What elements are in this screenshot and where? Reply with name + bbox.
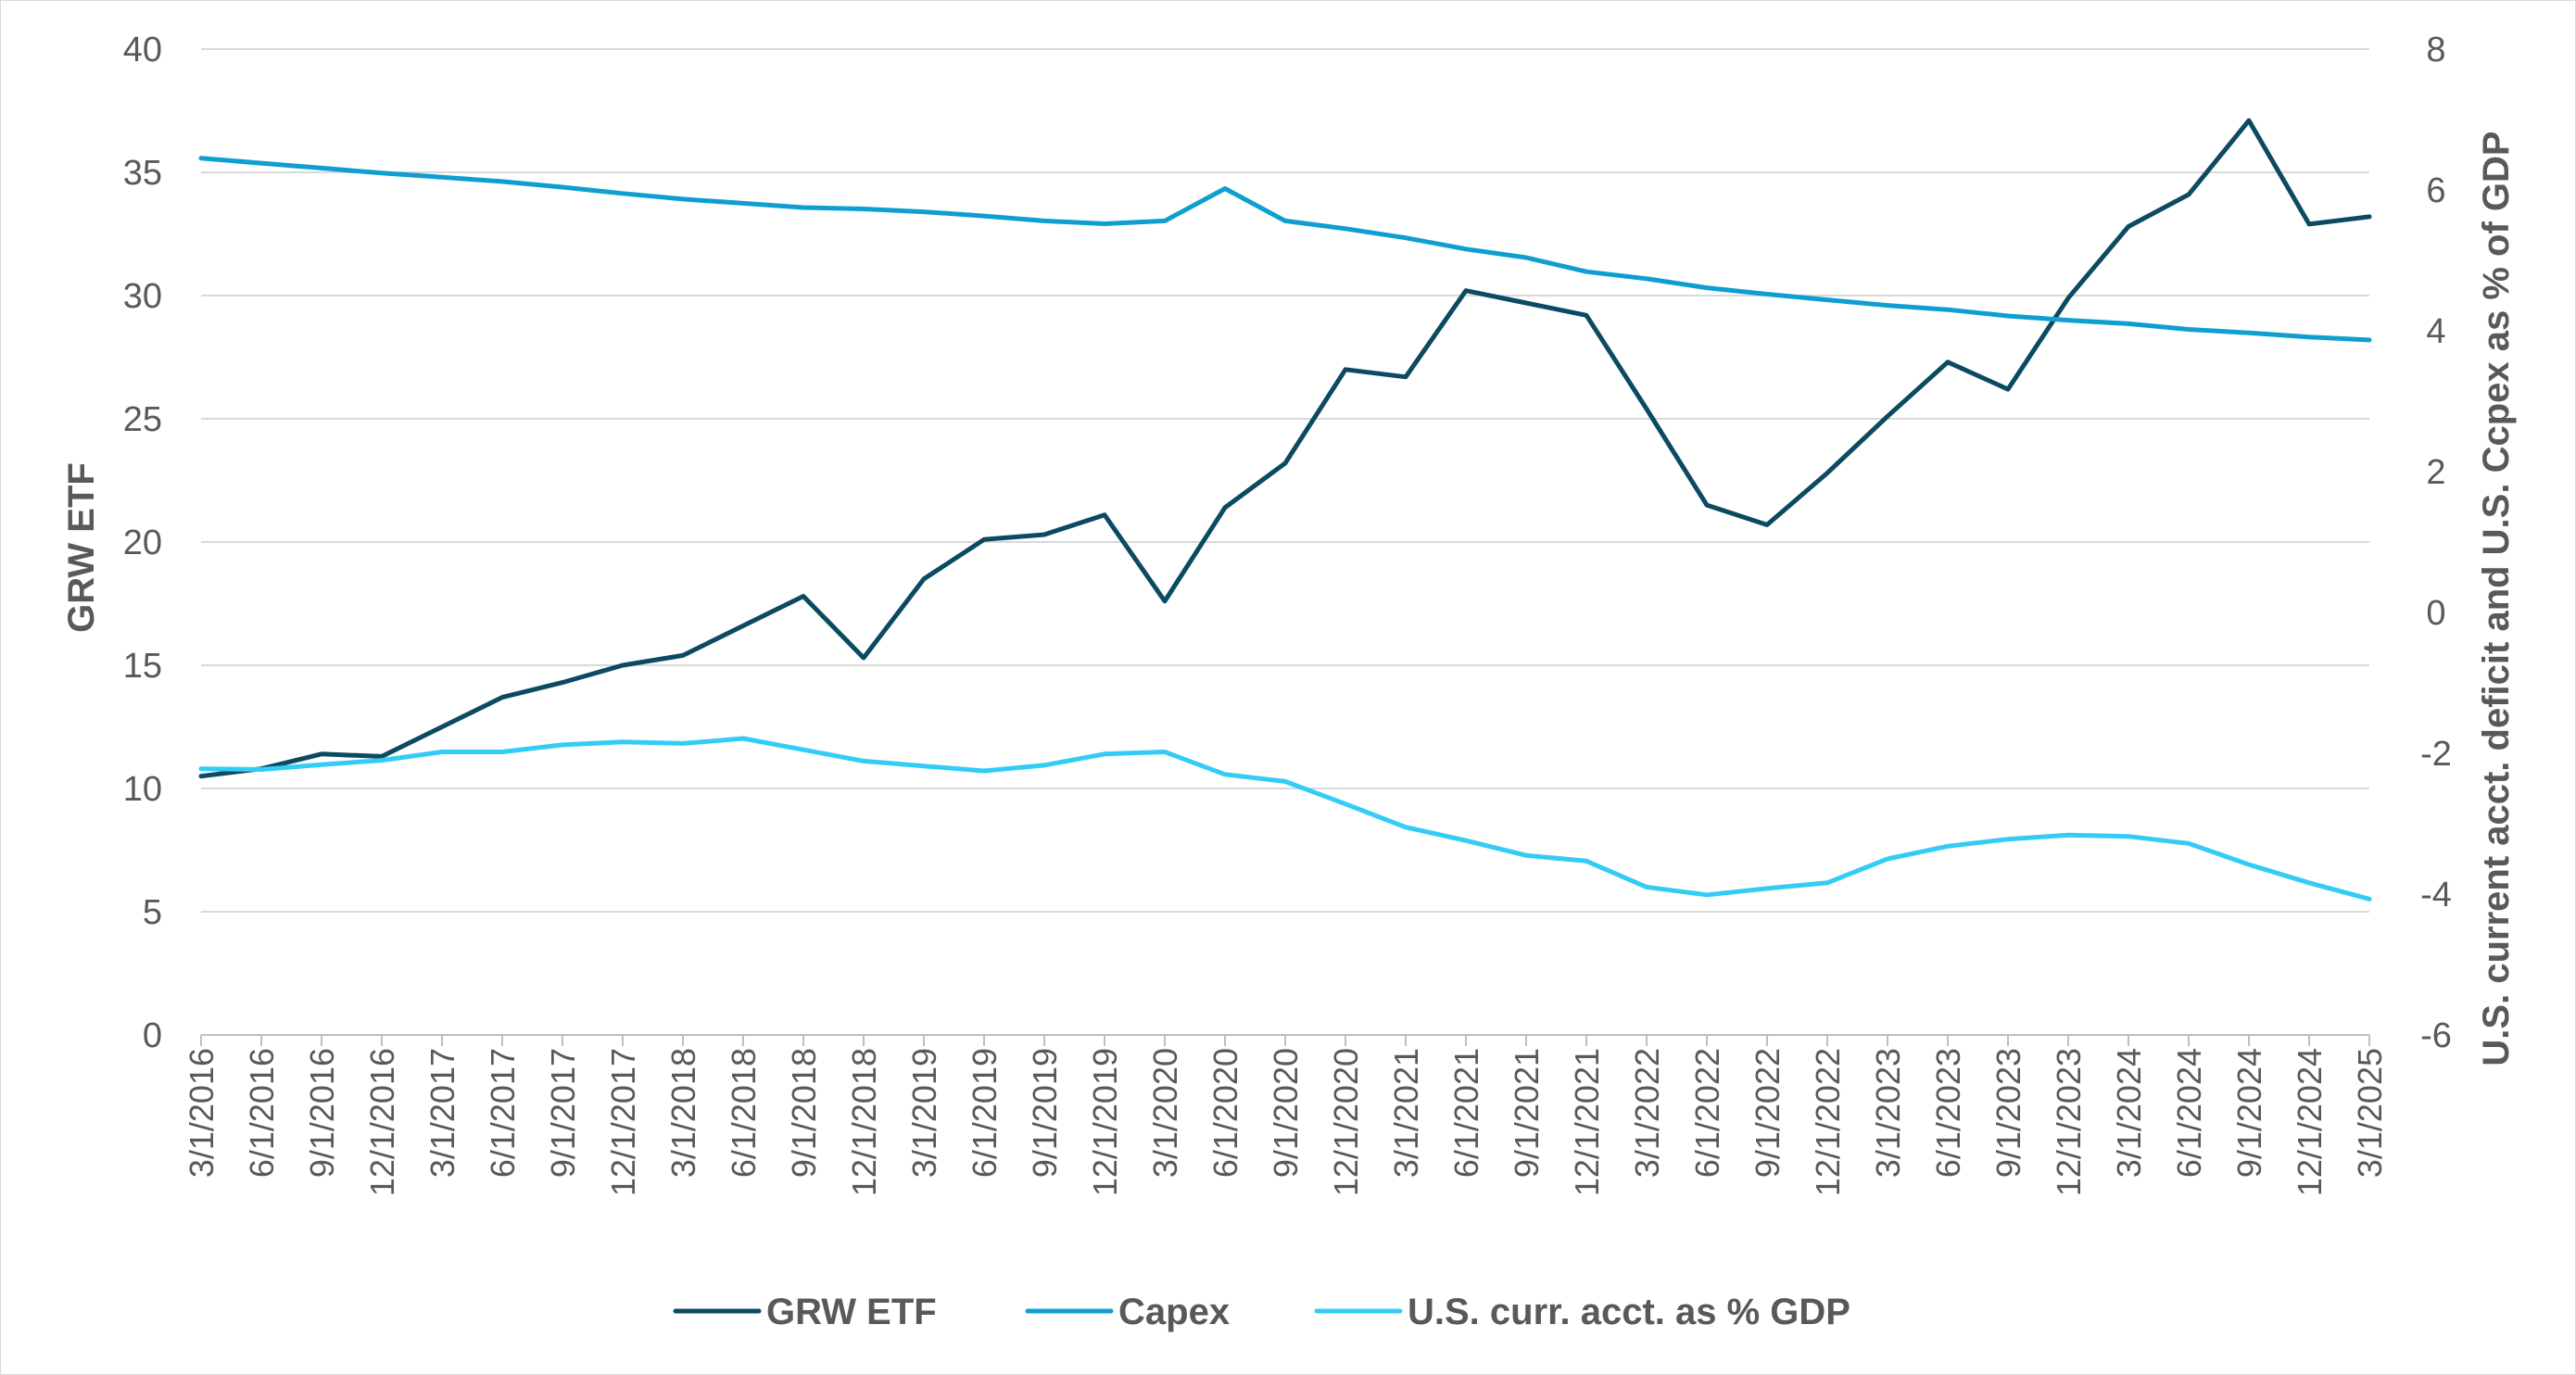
legend: GRW ETF Capex U.S. curr. acct. as % GDP: [673, 1292, 1850, 1332]
x-tick-label: 6/1/2023: [1929, 1048, 1967, 1178]
x-axis-ticks: 3/1/2016 6/1/2016 9/1/2016 12/1/2016 3/1/201…: [183, 1048, 2389, 1196]
x-tick-label: 3/1/2017: [423, 1048, 461, 1178]
series-lines: [198, 118, 2372, 902]
x-tick-label: 9/1/2017: [544, 1048, 582, 1178]
x-tick-label: 12/1/2019: [1086, 1048, 1124, 1196]
left-tick-label: 10: [123, 770, 162, 809]
right-tick-label: -2: [2420, 735, 2452, 774]
x-tick-label: 3/1/2022: [1628, 1048, 1666, 1178]
left-tick-label: 20: [123, 524, 162, 562]
x-tick-label: 6/1/2018: [725, 1048, 763, 1178]
x-tick-label: 3/1/2024: [2110, 1048, 2148, 1178]
series-line-capex: [198, 156, 2372, 343]
x-tick-label: 9/1/2024: [2230, 1048, 2268, 1178]
legend-label: Capex: [1118, 1292, 1230, 1332]
right-tick-label: -6: [2420, 1016, 2452, 1055]
left-axis-ticks: 0 5 10 15 20 25 30 35 40: [123, 31, 162, 1055]
x-tick-label: 6/1/2017: [484, 1048, 522, 1178]
x-tick-label: 3/1/2019: [905, 1048, 943, 1178]
x-tick-label: 3/1/2023: [1869, 1048, 1907, 1178]
x-tick-label: 6/1/2022: [1688, 1048, 1726, 1178]
legend-label: U.S. curr. acct. as % GDP: [1408, 1292, 1850, 1332]
x-tick-label: 6/1/2020: [1206, 1048, 1244, 1178]
right-tick-label: 0: [2426, 594, 2445, 633]
x-tick-label: 3/1/2021: [1387, 1048, 1425, 1178]
right-tick-label: -4: [2420, 876, 2452, 915]
x-tick-label: 6/1/2019: [966, 1048, 1004, 1178]
x-tick-label: 3/1/2020: [1146, 1048, 1184, 1178]
x-tick-label: 6/1/2024: [2170, 1048, 2208, 1178]
x-tick-label: 12/1/2020: [1327, 1048, 1365, 1196]
legend-label: GRW ETF: [766, 1292, 937, 1332]
left-tick-label: 5: [143, 893, 162, 932]
x-tick-label: 12/1/2017: [604, 1048, 642, 1196]
x-tick-label: 3/1/2025: [2351, 1048, 2389, 1178]
x-tick-label: 12/1/2016: [363, 1048, 401, 1196]
left-tick-label: 25: [123, 400, 162, 439]
right-tick-label: 2: [2426, 453, 2445, 492]
x-tick-label: 9/1/2022: [1749, 1048, 1787, 1178]
right-axis-ticks: -6 -4 -2 0 2 4 6 8: [2420, 31, 2452, 1055]
x-tick-label: 9/1/2018: [785, 1048, 823, 1178]
x-tick-label: 12/1/2021: [1568, 1048, 1606, 1196]
x-tick-label: 12/1/2022: [1809, 1048, 1847, 1196]
series-line-u-s-curr-acct-as-gdp: [198, 736, 2372, 902]
right-axis-title: U.S. current acct. deficit and U.S. Ccpe…: [2476, 131, 2517, 1066]
x-tick-label: 9/1/2023: [1989, 1048, 2027, 1178]
x-tick-label: 12/1/2023: [2050, 1048, 2088, 1196]
gridlines: [201, 48, 2369, 913]
series-line-grw-etf: [198, 118, 2372, 779]
x-tick-label: 9/1/2016: [303, 1048, 341, 1178]
x-tick-label: 9/1/2020: [1267, 1048, 1305, 1178]
right-tick-label: 6: [2426, 171, 2445, 210]
left-tick-label: 15: [123, 647, 162, 686]
x-tick-label: 9/1/2019: [1026, 1048, 1064, 1178]
x-tick-label: 3/1/2016: [183, 1048, 221, 1178]
left-axis-title: GRW ETF: [61, 462, 102, 633]
x-tick-label: 9/1/2021: [1508, 1048, 1546, 1178]
left-tick-label: 30: [123, 277, 162, 316]
x-tick-label: 3/1/2018: [664, 1048, 702, 1178]
x-tick-label: 12/1/2024: [2291, 1048, 2329, 1196]
x-tick-label: 12/1/2018: [845, 1048, 883, 1196]
left-tick-label: 0: [143, 1016, 162, 1055]
left-tick-label: 35: [123, 154, 162, 193]
left-tick-label: 40: [123, 31, 162, 69]
right-tick-label: 4: [2426, 312, 2445, 351]
right-tick-label: 8: [2426, 31, 2445, 69]
x-tick-label: 6/1/2016: [243, 1048, 281, 1178]
axes: [200, 1034, 2370, 1046]
x-tick-label: 6/1/2021: [1447, 1048, 1485, 1178]
